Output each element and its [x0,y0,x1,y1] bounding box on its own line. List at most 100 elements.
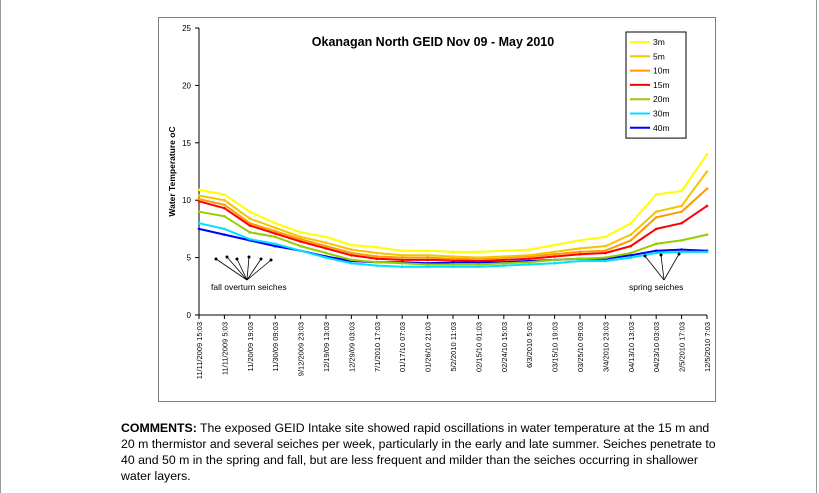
data-point-10m [629,239,633,242]
data-point-5m [273,226,277,230]
data-point-15m [578,252,582,256]
data-point-10m [553,252,556,256]
data-point-15m [629,244,633,248]
data-point-40m [654,249,658,253]
data-point-5m [477,256,480,259]
data-point-15m [273,232,277,235]
data-point-3m [705,152,709,156]
data-point-30m [629,256,633,259]
fall-arrow-line [246,256,250,281]
data-point-10m [604,249,607,253]
data-point-30m [502,264,506,267]
x-tick-label: 04/23/10 03:03 [652,322,661,372]
data-point-10m [375,255,379,258]
data-point-30m [654,251,658,255]
data-point-15m [502,258,506,262]
data-point-30m [527,263,531,266]
x-tick-label: 6/3/2010 5:03 [525,322,534,368]
data-point-20m [350,258,353,262]
data-point-20m [502,262,506,265]
legend-label-30m: 30m [653,109,670,119]
legend-label-10m: 10m [653,66,670,76]
legend-label-20m: 20m [653,94,670,104]
data-point-10m [273,229,277,233]
data-point-5m [654,210,658,213]
data-point-3m [502,249,506,253]
data-point-20m [578,257,582,261]
y-tick-label: 20 [182,81,191,90]
y-tick-label: 10 [182,196,191,205]
data-point-20m [273,235,277,239]
data-point-30m [451,265,455,269]
legend-label-40m: 40m [653,123,670,133]
x-tick-label: 7/1/2010 17:03 [373,322,382,372]
y-tick-label: 0 [187,311,192,320]
data-point-15m [604,251,607,255]
data-point-10m [426,256,429,259]
data-point-3m [578,239,582,242]
data-point-3m [604,235,607,239]
comments-text: The exposed GEID Intake site showed rapi… [121,421,716,483]
data-point-3m [223,193,226,196]
spring-arrow-line [660,254,665,281]
fall-arrow-head [225,255,229,259]
data-point-10m [324,244,328,248]
x-tick-label: 12/5/2010 7:03 [703,322,712,372]
data-point-30m [553,262,556,265]
data-point-15m [350,254,353,257]
x-tick-label: 2/5/2010 17:03 [678,322,687,372]
data-point-15m [248,224,252,227]
data-point-15m [680,221,683,225]
x-tick-label: 12/29/09 03:03 [347,322,356,372]
data-point-30m [705,250,709,254]
data-point-40m [273,244,277,248]
x-tick-label: 11/11/2009 15:03 [195,322,204,379]
data-point-15m [223,206,226,210]
data-point-20m [705,233,709,236]
data-point-3m [426,249,429,253]
data-point-10m [578,250,582,254]
x-tick-label: 03/15/10 19:03 [551,322,560,372]
data-point-20m [223,214,226,218]
x-tick-label: 04/13/10 13:03 [627,322,636,372]
x-tick-label: 3/4/2010 23:03 [601,322,610,372]
y-tick-label: 25 [182,24,191,33]
data-point-30m [197,221,201,225]
data-point-5m [705,170,709,173]
data-point-5m [527,254,531,257]
fall-arrow-line [226,256,248,281]
data-point-20m [451,263,455,266]
data-point-15m [553,255,556,258]
comments-label: COMMENTS: [121,421,197,435]
data-point-3m [375,245,379,249]
chart-container: 0 5 10 15 20 25 11/11/2009 15:03 11/11/2009 5:0… [158,17,716,402]
data-point-5m [578,247,582,250]
data-point-3m [324,235,328,239]
data-point-3m [553,243,556,247]
data-point-3m [527,248,531,251]
x-tick-label: 5/2/2010 11:03 [449,322,458,372]
data-point-15m [426,258,429,262]
spring-arrow-line [644,255,665,281]
fall-arrow-head [235,257,239,261]
data-point-5m [502,255,506,258]
fall-arrow-line [236,258,248,281]
data-point-5m [451,255,455,258]
fall-arrow-head [247,255,251,259]
x-tick-label: 01/26/10 21:03 [424,322,433,372]
data-point-3m [451,250,455,254]
spring-arrow-head [643,254,647,258]
y-tick-label: 5 [187,254,192,263]
data-point-3m [248,210,252,213]
data-point-5m [324,241,328,244]
y-axis-title: Water Temperature oC [167,126,177,216]
data-point-15m [375,257,379,261]
legend-label-5m: 5m [653,51,665,61]
data-point-15m [477,259,480,263]
data-point-5m [604,244,607,248]
data-point-5m [680,204,683,208]
data-point-10m [451,257,455,261]
x-tick-label: 12/19/09 13:03 [322,322,331,372]
data-point-10m [299,237,302,241]
data-point-5m [553,250,556,254]
